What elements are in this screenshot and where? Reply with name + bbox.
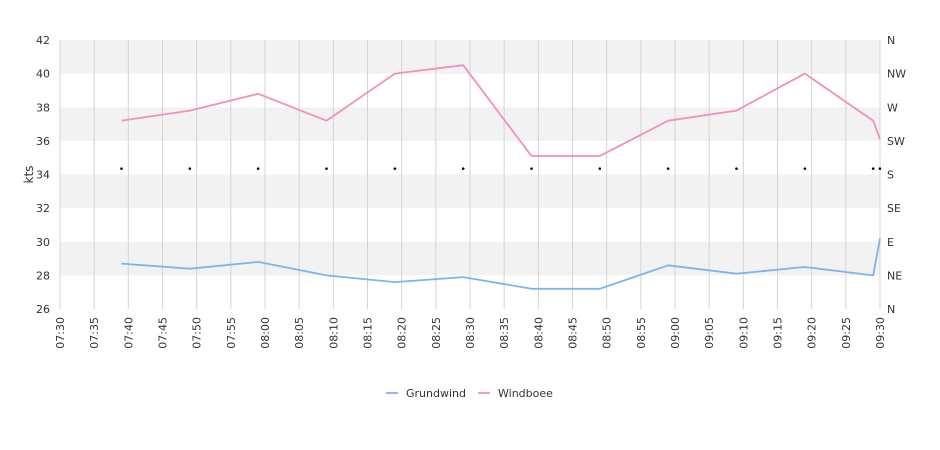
direction-marker bbox=[188, 167, 192, 170]
x-tick-label: 08:20 bbox=[396, 317, 409, 349]
y2-tick-label: S bbox=[887, 169, 894, 182]
y2-tick-label: W bbox=[887, 101, 898, 114]
direction-marker bbox=[803, 167, 807, 170]
y-tick-label: 26 bbox=[36, 303, 50, 316]
y2-tick-label: N bbox=[887, 34, 895, 47]
y-axis-title: kts bbox=[22, 166, 36, 184]
y2-tick-label: SW bbox=[887, 135, 905, 148]
y-tick-label: 28 bbox=[36, 269, 50, 282]
x-tick-label: 09:10 bbox=[737, 317, 750, 349]
x-tick-label: 08:55 bbox=[635, 317, 648, 349]
x-tick-label: 08:00 bbox=[259, 317, 272, 349]
direction-marker bbox=[878, 167, 882, 170]
direction-marker bbox=[530, 167, 533, 170]
x-tick-label: 08:25 bbox=[430, 317, 443, 349]
x-tick-label: 08:35 bbox=[498, 317, 511, 349]
x-tick-label: 07:35 bbox=[88, 317, 101, 349]
y2-tick-label: SE bbox=[887, 202, 901, 215]
direction-marker bbox=[871, 167, 875, 170]
legend: Grundwind Windboee bbox=[386, 387, 553, 400]
series-line-windboee bbox=[121, 64, 881, 157]
series-lines bbox=[121, 64, 881, 290]
direction-marker bbox=[666, 167, 670, 170]
series-line-grundwind bbox=[121, 238, 881, 290]
x-tick-label: 08:05 bbox=[293, 317, 306, 349]
x-tick-label: 07:50 bbox=[191, 317, 204, 349]
y2-tick-label: NW bbox=[887, 68, 906, 81]
x-tick-label: 08:50 bbox=[601, 317, 614, 349]
x-tick-label: 09:25 bbox=[840, 317, 853, 349]
y2-tick-label: E bbox=[887, 236, 894, 249]
direction-marker bbox=[256, 167, 260, 170]
x-tick-label: 09:05 bbox=[703, 317, 716, 349]
vertical-gridlines bbox=[59, 40, 881, 309]
direction-marker bbox=[325, 167, 328, 170]
x-tick-label: 09:00 bbox=[669, 317, 682, 349]
legend-item: Windboee bbox=[498, 387, 553, 400]
y-tick-label: 40 bbox=[36, 68, 50, 81]
direction-marker bbox=[120, 167, 123, 170]
x-axis-ticks: 07:30 07:35 07:40 07:45 07:50 07:55 08:00 08:05… bbox=[54, 317, 887, 349]
y-axis-ticks: 26 28 30 32 34 36 38 40 42 bbox=[36, 34, 50, 316]
x-tick-label: 09:15 bbox=[772, 317, 785, 349]
y2-tick-label: N bbox=[887, 303, 895, 316]
direction-marker bbox=[598, 167, 602, 170]
x-tick-label: 08:10 bbox=[327, 317, 340, 349]
y2-tick-label: NE bbox=[887, 269, 902, 282]
y-tick-label: 30 bbox=[36, 236, 50, 249]
legend-item: Grundwind bbox=[406, 387, 466, 400]
direction-marker bbox=[461, 167, 465, 170]
x-tick-label: 08:15 bbox=[362, 317, 375, 349]
x-tick-label: 07:40 bbox=[122, 317, 135, 349]
x-tick-label: 08:45 bbox=[567, 317, 580, 349]
x-tick-label: 07:55 bbox=[225, 317, 238, 349]
direction-marker bbox=[735, 167, 738, 170]
x-tick-label: 07:30 bbox=[54, 317, 67, 349]
x-tick-label: 08:30 bbox=[464, 317, 477, 349]
y-tick-label: 38 bbox=[36, 101, 50, 114]
y2-axis-direction-ticks: N NE E SE S SW W NW N bbox=[887, 34, 906, 316]
x-tick-label: 09:30 bbox=[874, 317, 887, 349]
direction-marker bbox=[393, 167, 397, 170]
y-tick-label: 32 bbox=[36, 202, 50, 215]
x-tick-label: 09:20 bbox=[806, 317, 819, 349]
x-tick-label: 08:40 bbox=[532, 317, 545, 349]
y-tick-label: 36 bbox=[36, 135, 50, 148]
direction-markers bbox=[120, 167, 882, 170]
y-tick-label: 42 bbox=[36, 34, 50, 47]
y-tick-label: 34 bbox=[36, 169, 50, 182]
x-tick-label: 07:45 bbox=[157, 317, 170, 349]
